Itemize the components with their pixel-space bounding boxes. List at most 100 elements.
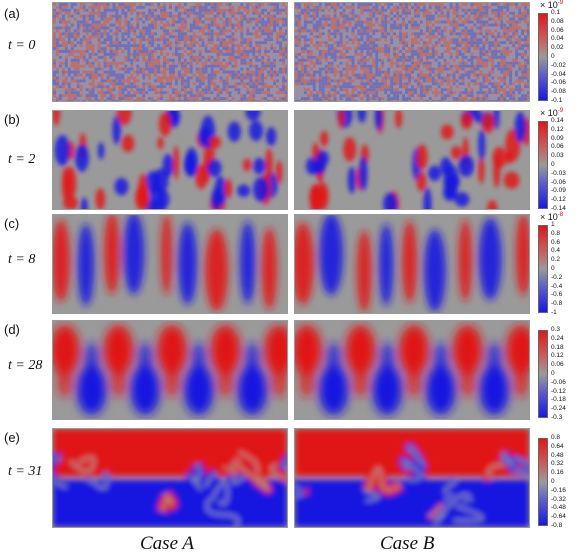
colorbar-tick-label: 0.1	[551, 9, 561, 16]
colorbar-scale-c: × 10-8	[540, 212, 564, 222]
colorbar-scale-a: × 10-9	[540, 0, 564, 10]
colorbar-tick-label: -0.04	[551, 70, 566, 78]
field-image	[295, 215, 529, 313]
colorbar-tick-label: 0.48	[551, 451, 564, 459]
field-image	[53, 215, 287, 313]
colorbar-e	[538, 438, 548, 526]
colorbar-tick-label: -0.08	[551, 88, 566, 96]
colorbar-tick-label: -0.1	[551, 97, 563, 104]
colorbar-tick-label: 0.3	[551, 326, 561, 333]
colorbar-tick-label: -0.4	[551, 282, 563, 290]
colorbar-tick-label: 0.14	[551, 117, 564, 124]
case-b-label: Case B	[380, 533, 435, 554]
case-a-label: Case A	[140, 533, 195, 554]
field-image	[53, 429, 287, 527]
colorbar-tick-label: 0.24	[551, 334, 564, 342]
colorbar-tick-label: 0.04	[551, 35, 564, 43]
field-image	[295, 429, 529, 527]
field-image	[53, 111, 287, 209]
case-b-field-c	[294, 214, 530, 314]
field-image	[295, 321, 529, 419]
colorbar-tick-label: -0.03	[551, 169, 566, 177]
colorbar-c	[538, 225, 548, 313]
colorbar-tick-label: 0.8	[551, 434, 561, 441]
row-b: (b) t = 2 × 10-9 0.14 0.12 0.09 0.06 0.03 0 -0…	[0, 108, 581, 212]
colorbar-tick-label: 0.4	[551, 247, 561, 255]
case-b-field-b	[294, 110, 530, 210]
colorbar-tick-label: 0.03	[551, 152, 564, 160]
colorbar-tick-label: 0	[551, 161, 555, 168]
panel-label-b: (b)	[4, 112, 20, 127]
colorbar-tick-label: 0.8	[551, 229, 561, 237]
colorbar-tick-label: -0.12	[551, 196, 566, 204]
case-b-field-d	[294, 320, 530, 420]
colorbar-a	[538, 13, 548, 101]
colorbar-tick-label: 0	[551, 53, 555, 60]
row-d: (d) t = 28 0.3 0.24 0.18 0.12 0.06 0 -0.06 -0.1…	[0, 318, 581, 424]
colorbar-tick-label: -0.24	[551, 405, 566, 413]
colorbar-tick-label: 0.08	[551, 17, 564, 25]
field-image	[295, 111, 529, 209]
time-label-d: t = 28	[8, 358, 43, 373]
colorbar-tick-label: -0.8	[551, 300, 563, 308]
colorbar-tick-label: 0.06	[551, 143, 564, 151]
colorbar-tick-label: -0.32	[551, 495, 566, 503]
colorbar-b	[538, 121, 548, 209]
panel-label-c: (c)	[4, 216, 20, 231]
colorbar-tick-label: -0.48	[551, 504, 566, 512]
row-e: (e) t = 31 0.8 0.64 0.48 0.32 0.16 0 -0.16 -0.3…	[0, 424, 581, 532]
colorbar-tick-label: -0.12	[551, 387, 566, 395]
case-a-field-a	[52, 2, 288, 102]
colorbar-tick-label: -0.2	[551, 273, 563, 281]
time-label-a: t = 0	[8, 38, 36, 53]
colorbar-tick-label: 0.09	[551, 134, 564, 142]
row-c: (c) t = 8 × 10-8 1 0.8 0.6 0.4 0.2 0 -0.2 -0.4-…	[0, 212, 581, 318]
colorbar-scale-b: × 10-9	[540, 108, 564, 118]
colorbar-tick-label: -0.06	[551, 79, 566, 87]
colorbar-tick-label: 0	[551, 478, 555, 485]
colorbar-tick-label: 0.12	[551, 352, 564, 360]
colorbar-tick-label: -0.8	[551, 522, 563, 529]
colorbar-tick-label: 0.64	[551, 442, 564, 450]
case-a-field-c	[52, 214, 288, 314]
field-image	[295, 3, 529, 101]
colorbar-tick-label: 0.12	[551, 125, 564, 133]
colorbar-d	[538, 330, 548, 418]
colorbar-tick-label: -0.64	[551, 513, 566, 521]
colorbar-tick-label: 0.2	[551, 256, 561, 264]
colorbar-tick-label: -0.06	[551, 178, 566, 186]
case-a-field-b	[52, 110, 288, 210]
colorbar-tick-label: -0.09	[551, 187, 566, 195]
colorbar-tick-label: 0.16	[551, 469, 564, 477]
time-label-e: t = 31	[8, 464, 43, 479]
case-a-field-e	[52, 428, 288, 528]
colorbar-tick-label: 0	[551, 265, 555, 272]
colorbar-tick-label: -0.14	[551, 205, 566, 212]
case-b-field-a	[294, 2, 530, 102]
colorbar-tick-label: 0.32	[551, 460, 564, 468]
time-label-b: t = 2	[8, 152, 36, 167]
colorbar-tick-label: -1	[551, 309, 557, 316]
panel-label-e: (e)	[4, 430, 20, 445]
colorbar-tick-label: 0.02	[551, 44, 564, 52]
panel-label-a: (a)	[4, 6, 20, 21]
colorbar-tick-label: -0.18	[551, 396, 566, 404]
colorbar-tick-label: 0	[551, 370, 555, 377]
colorbar-tick-label: 0.06	[551, 361, 564, 369]
colorbar-tick-label: -0.3	[551, 414, 563, 421]
colorbar-tick-label: 0.18	[551, 343, 564, 351]
field-image	[53, 321, 287, 419]
time-label-c: t = 8	[8, 252, 36, 267]
case-a-field-d	[52, 320, 288, 420]
case-b-field-e	[294, 428, 530, 528]
field-image	[53, 3, 287, 101]
colorbar-tick-label: -0.02	[551, 61, 566, 69]
colorbar-tick-label: -0.16	[551, 486, 566, 494]
colorbar-tick-label: -0.6	[551, 291, 563, 299]
colorbar-tick-label: -0.06	[551, 378, 566, 386]
colorbar-tick-label: 0.6	[551, 238, 561, 246]
row-a: (a) t = 0 × 10-9 0.1 0.08 0.06 0.04 0.02 0 -0.…	[0, 0, 581, 104]
colorbar-tick-label: 1	[551, 221, 555, 228]
panel-label-d: (d)	[4, 322, 20, 337]
colorbar-tick-label: 0.06	[551, 26, 564, 34]
